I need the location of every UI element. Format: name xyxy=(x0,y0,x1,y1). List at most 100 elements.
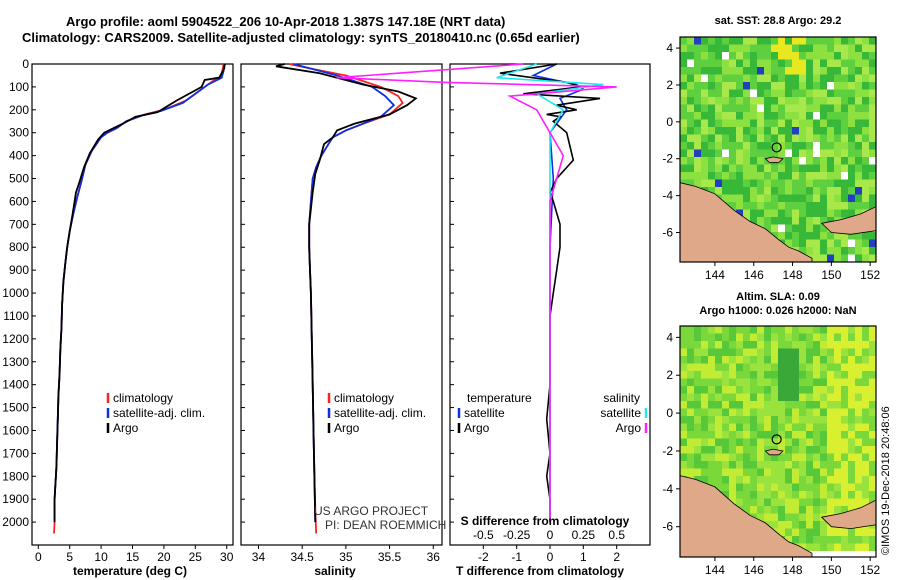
map-cell xyxy=(827,476,834,484)
map-cell xyxy=(813,536,820,544)
map-cell xyxy=(799,112,806,120)
sal-diff-axis-label: S difference from climatology xyxy=(461,514,630,528)
map-cell xyxy=(813,37,820,45)
map-cell xyxy=(687,453,694,461)
map-cell xyxy=(750,498,757,506)
sal-tick-label: 0 xyxy=(547,528,554,542)
map-cell xyxy=(813,461,820,469)
map-x-tick-label: 144 xyxy=(705,563,725,577)
map-cell xyxy=(792,164,799,172)
map-cell xyxy=(827,401,834,409)
map-cell xyxy=(799,378,806,386)
map-cell xyxy=(680,453,687,461)
map-cell xyxy=(750,164,757,172)
map-cell xyxy=(834,164,841,172)
map-cell xyxy=(862,179,869,187)
map-cell xyxy=(792,528,799,536)
map-cell xyxy=(785,74,792,82)
land-manus xyxy=(764,448,784,456)
map-cell xyxy=(862,44,869,52)
map-cell xyxy=(869,438,876,446)
map-cell xyxy=(820,254,827,262)
map-cell xyxy=(729,179,736,187)
map-cell xyxy=(820,149,827,157)
map-cell xyxy=(834,431,841,439)
map-cell xyxy=(862,498,869,506)
x-tick-label-temperature-profile: 10 xyxy=(94,550,108,564)
map-cell xyxy=(778,386,785,394)
map-cell xyxy=(680,44,687,52)
map-cell xyxy=(813,172,820,180)
map-cell xyxy=(841,149,848,157)
map-cell xyxy=(722,416,729,424)
map-cell xyxy=(792,326,799,334)
map-cell xyxy=(778,408,785,416)
map-cell xyxy=(820,476,827,484)
x-tick-label-temperature-profile: 20 xyxy=(157,550,171,564)
map-cell xyxy=(715,119,722,127)
map-cell xyxy=(771,209,778,217)
map-cell xyxy=(799,461,806,469)
map-cell xyxy=(869,378,876,386)
map-cell xyxy=(813,157,820,165)
map-cell xyxy=(827,59,834,67)
map-cell xyxy=(792,134,799,142)
map-cell xyxy=(834,453,841,461)
map-cell xyxy=(841,187,848,195)
sal-tick-label: 0.5 xyxy=(608,528,625,542)
map-cell xyxy=(743,74,750,82)
map-cell xyxy=(841,89,848,97)
map-cell xyxy=(827,82,834,90)
y-tick-label: 1600 xyxy=(2,423,29,437)
map-cell xyxy=(806,224,813,232)
map-cell xyxy=(785,224,792,232)
map-cell xyxy=(743,408,750,416)
map-cell xyxy=(862,363,869,371)
map-cell xyxy=(708,408,715,416)
map-cell xyxy=(687,348,694,356)
map-cell xyxy=(855,202,862,210)
map-cell xyxy=(729,371,736,379)
map-cell xyxy=(764,59,771,67)
map-cell xyxy=(820,363,827,371)
map-cell xyxy=(708,401,715,409)
x-tick-label-temperature-profile: 30 xyxy=(220,550,234,564)
map-cell xyxy=(701,386,708,394)
map-cell xyxy=(722,393,729,401)
map-cell xyxy=(771,134,778,142)
map-cell xyxy=(834,37,841,45)
map-cell xyxy=(827,326,834,334)
map-cell xyxy=(848,209,855,217)
map-cell xyxy=(869,371,876,379)
map-cell xyxy=(729,378,736,386)
map-cell xyxy=(813,371,820,379)
map-cell xyxy=(687,127,694,135)
map-cell xyxy=(743,468,750,476)
legend-diff-sal-title: salinity xyxy=(603,391,640,405)
map-cell xyxy=(715,44,722,52)
map-cell xyxy=(722,179,729,187)
map-cell xyxy=(722,423,729,431)
map-cell xyxy=(806,483,813,491)
map-cell xyxy=(820,194,827,202)
map-cell xyxy=(708,164,715,172)
map-cell xyxy=(792,37,799,45)
map-cell xyxy=(701,431,708,439)
map-cell xyxy=(820,416,827,424)
map-cell xyxy=(729,127,736,135)
map-cell xyxy=(764,67,771,75)
map-cell xyxy=(806,97,813,105)
x-tick-label-salinity-profile: 34.5 xyxy=(290,550,314,564)
map-cell xyxy=(827,217,834,225)
map-cell xyxy=(820,348,827,356)
map-cell xyxy=(743,438,750,446)
map-cell xyxy=(834,476,841,484)
map-cell xyxy=(694,363,701,371)
map-cell xyxy=(813,67,820,75)
map-cell xyxy=(834,142,841,150)
map-cell xyxy=(799,217,806,225)
map-cell xyxy=(771,217,778,225)
map-cell xyxy=(778,67,785,75)
map-cell xyxy=(750,112,757,120)
map-cell xyxy=(729,194,736,202)
